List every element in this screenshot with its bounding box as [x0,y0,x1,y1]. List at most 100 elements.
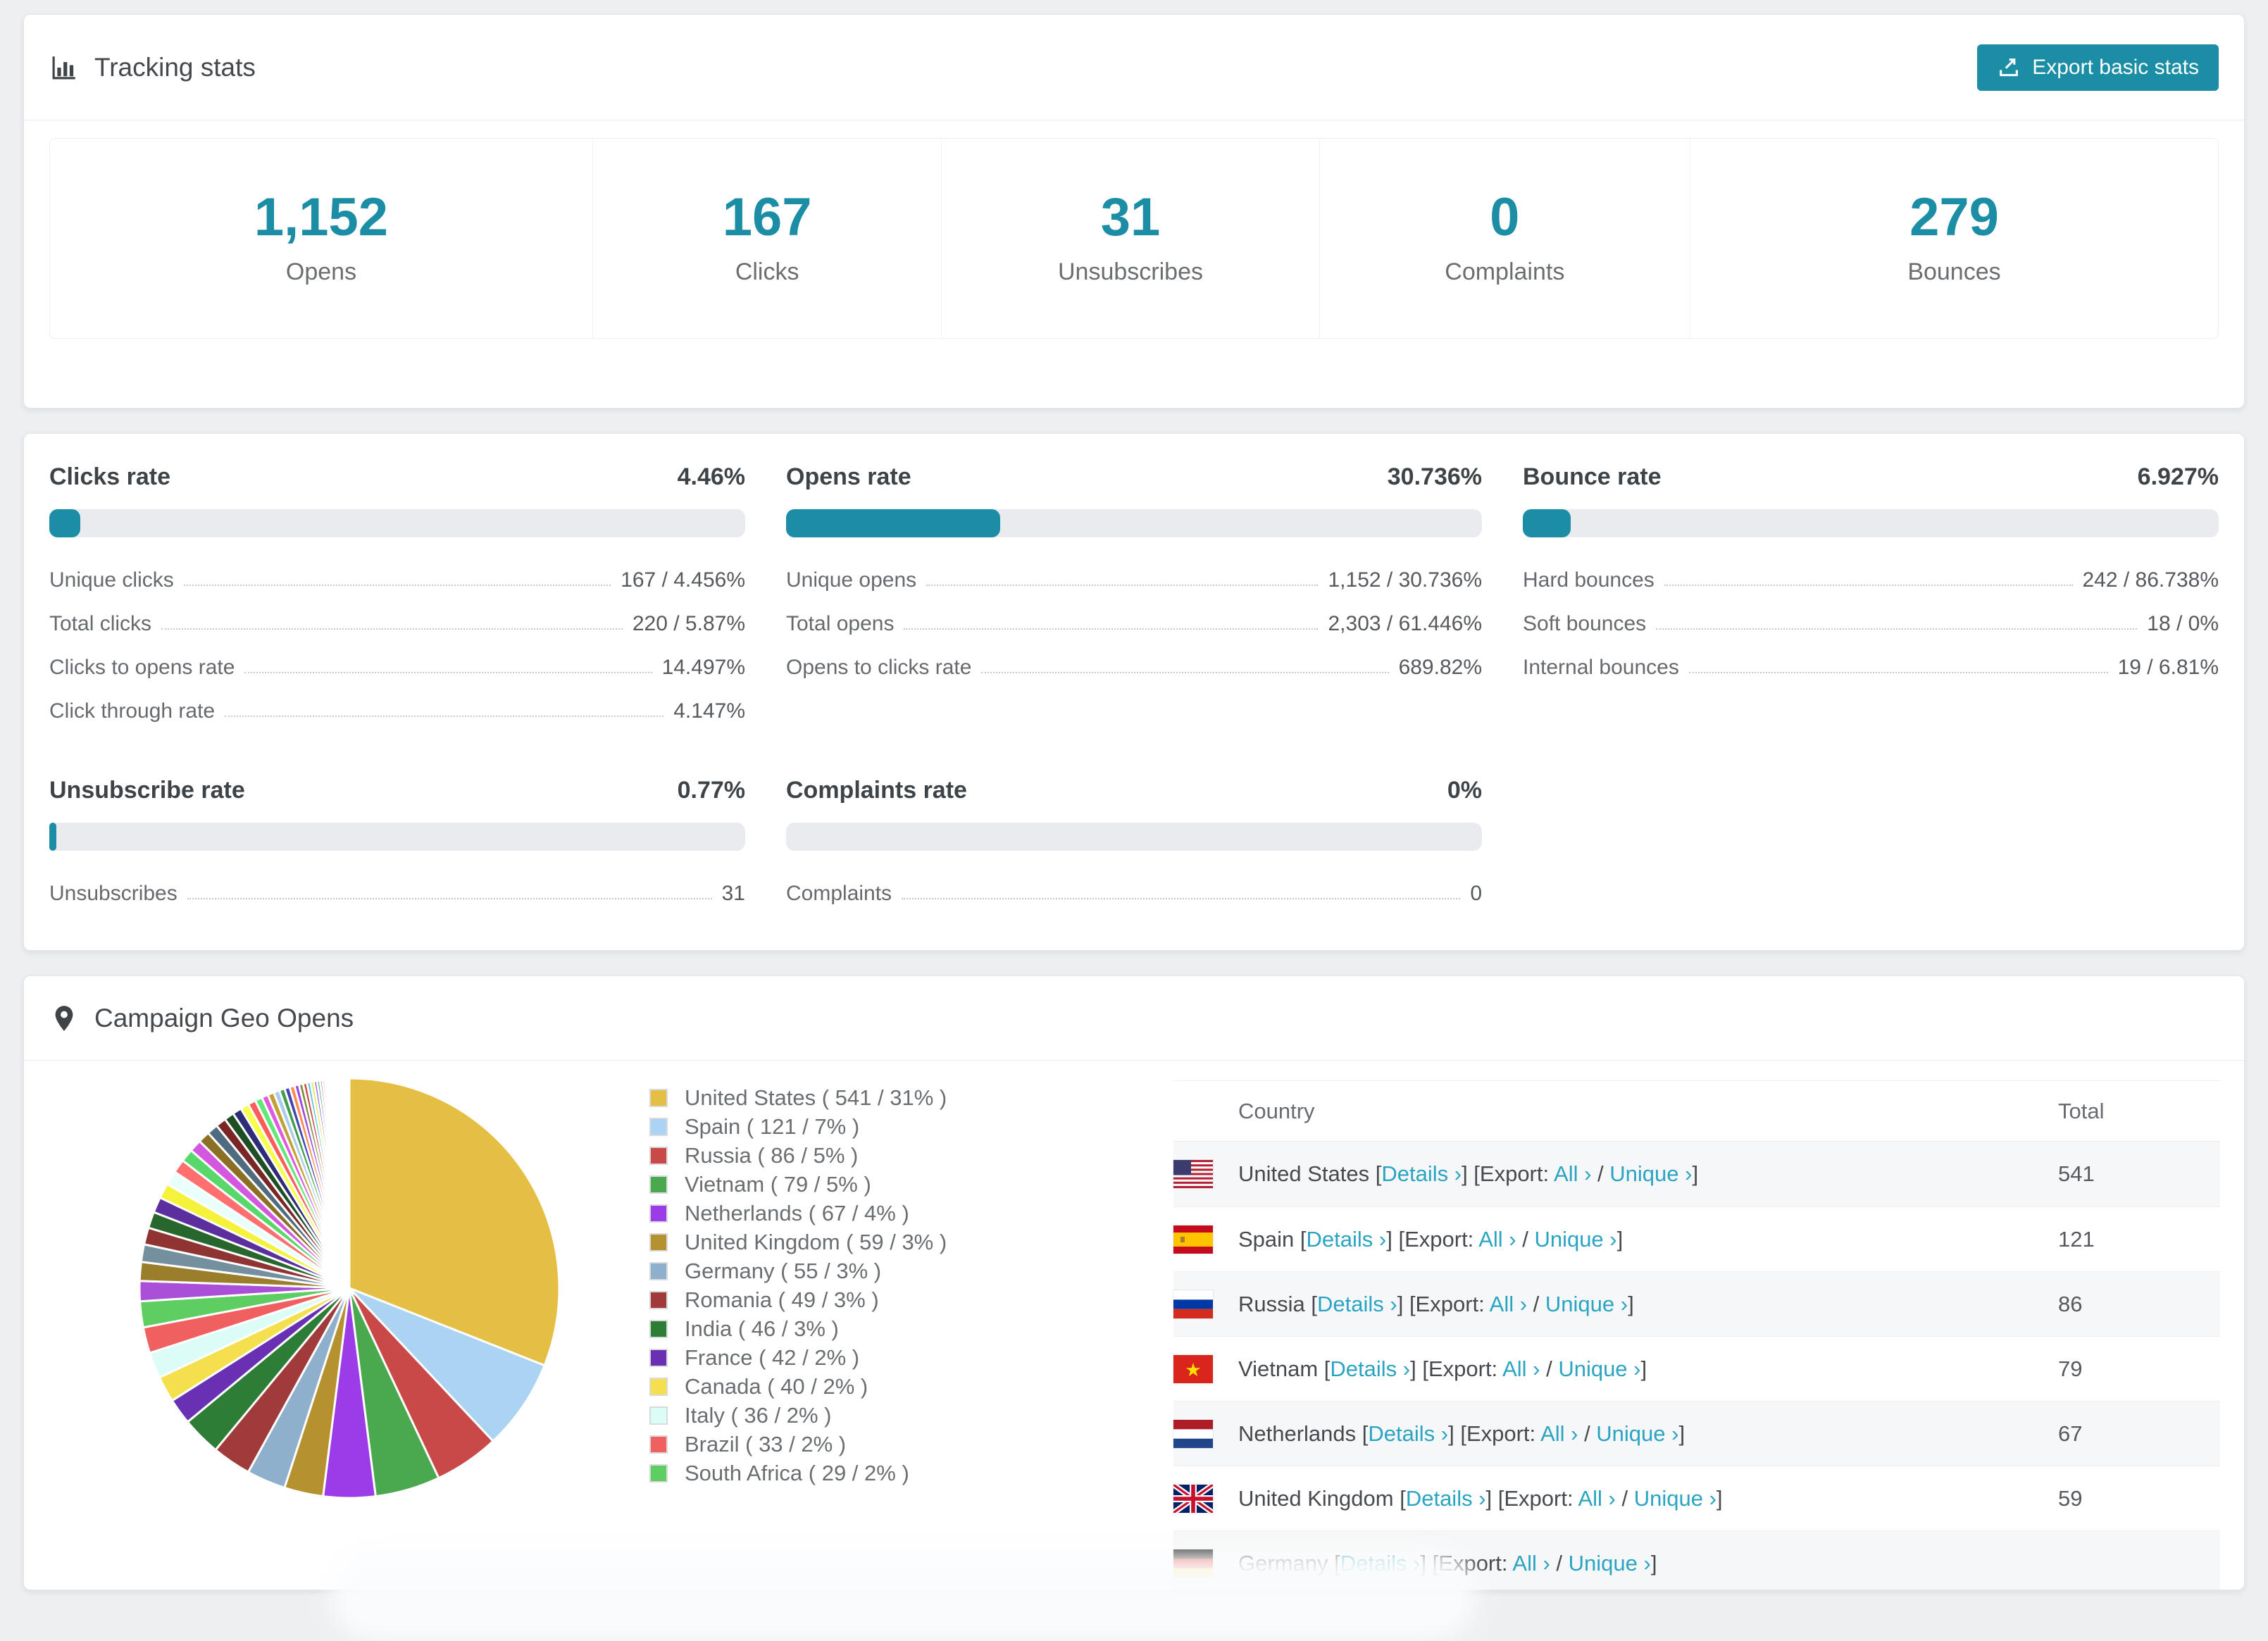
legend-item: Netherlands ( 67 / 4% ) [649,1199,947,1228]
progress-bar-fill [49,823,56,851]
rate-detail-value: 242 / 86.738% [2082,568,2219,592]
stat-label: Clicks [735,258,799,285]
dotted-leader [161,628,623,630]
rate-detail-label: Unique clicks [49,568,174,592]
export-all-link[interactable]: All › [1502,1356,1540,1381]
rates-card: Clicks rate 4.46% Unique clicks 167 / 4.… [23,433,2245,951]
stat-value: 167 [722,187,812,247]
rate-detail-label: Complaints [786,882,892,905]
rate-detail-value: 689.82% [1398,656,1482,679]
legend-swatch [649,1377,668,1396]
rate-detail-row: Unique clicks 167 / 4.456% [49,559,745,602]
dotted-leader [1664,585,2073,586]
dotted-leader [183,585,611,586]
export-basic-stats-button[interactable]: Export basic stats [1977,44,2219,91]
rate-detail-value: 19 / 6.81% [2117,656,2219,679]
rate-detail-label: Total clicks [49,612,152,635]
total-value: 59 [2058,1485,2083,1511]
flag-icon-ru [1173,1290,1213,1318]
dotted-leader [902,898,1461,899]
export-all-link[interactable]: All › [1554,1161,1592,1186]
dotted-leader [981,672,1389,673]
geo-opens-table: Country Total United States [Details ›] … [1173,1080,2220,1590]
legend-swatch [649,1290,668,1309]
legend-swatch [649,1319,668,1338]
export-unique-link[interactable]: Unique › [1633,1485,1716,1511]
legend-swatch [649,1464,668,1483]
pie-slice-spain [348,1287,546,1442]
export-all-link[interactable]: All › [1489,1291,1528,1316]
country-name: United Kingdom [1238,1485,1394,1511]
rate-detail-row: Soft bounces 18 / 0% [1523,602,2219,646]
flag-icon-nl [1173,1419,1213,1448]
export-unique-link[interactable]: Unique › [1609,1161,1693,1186]
geo-table-body: United States [Details ›] [Export: All ›… [1173,1142,2220,1590]
rate-detail-value: 167 / 4.456% [621,568,745,592]
export-all-link[interactable]: All › [1578,1485,1616,1511]
flag-icon-vn [1173,1354,1213,1383]
rate-block: Opens rate 30.736% Unique opens 1,152 / … [786,463,1482,733]
details-link[interactable]: Details › [1317,1291,1397,1316]
stat-clicks: 167 Clicks [592,139,941,338]
rate-detail-row: Total opens 2,303 / 61.446% [786,602,1482,646]
rate-detail-row: Opens to clicks rate 689.82% [786,646,1482,690]
legend-item: Italy ( 36 / 2% ) [649,1401,947,1430]
legend-label: Vietnam ( 79 / 5% ) [685,1171,871,1197]
legend-swatch [649,1088,668,1107]
legend-swatch [649,1233,668,1252]
export-unique-link[interactable]: Unique › [1534,1226,1617,1252]
export-unique-link[interactable]: Unique › [1558,1356,1641,1381]
geo-opens-pie-chart [138,1077,561,1499]
rate-detail-value: 14.497% [661,656,745,679]
dotted-leader [244,672,652,673]
legend-label: Russia ( 86 / 5% ) [685,1142,859,1168]
legend-swatch [649,1117,668,1136]
stat-label: Bounces [1907,258,2001,285]
rate-detail-row: Hard bounces 242 / 86.738% [1523,559,2219,602]
stat-value: 1,152 [254,187,389,247]
progress-bar [49,509,745,537]
rate-detail-row: Total clicks 220 / 5.87% [49,602,745,646]
geo-opens-header: Campaign Geo Opens [24,976,2244,1061]
progress-bar-fill [1523,509,1571,537]
details-link[interactable]: Details › [1368,1421,1449,1446]
export-unique-link[interactable]: Unique › [1568,1550,1651,1576]
rate-detail-value: 220 / 5.87% [632,612,745,635]
export-all-link[interactable]: All › [1512,1550,1550,1576]
stat-label: Opens [285,258,357,285]
pie-legend: United States ( 541 / 31% ) Spain ( 121 … [649,1083,947,1487]
details-link[interactable]: Details › [1381,1161,1462,1186]
progress-bar [1523,509,2219,537]
total-value: 67 [2058,1421,2083,1446]
total-value: 541 [2058,1161,2095,1186]
export-unique-link[interactable]: Unique › [1596,1421,1679,1446]
rate-value: 6.927% [2137,463,2219,490]
bottom-shadow-artifact [330,1549,1478,1641]
stat-value: 31 [1100,187,1161,247]
details-link[interactable]: Details › [1306,1226,1387,1252]
total-value: 86 [2058,1291,2083,1316]
country-name: United States [1238,1161,1370,1186]
legend-item: Spain ( 121 / 7% ) [649,1112,947,1141]
tracking-stats-card: Tracking stats Export basic stats 1,152 … [23,14,2245,408]
progress-bar-fill [49,509,81,537]
export-unique-link[interactable]: Unique › [1545,1291,1628,1316]
rate-block: Complaints rate 0% Complaints 0 [786,777,1482,916]
details-link[interactable]: Details › [1405,1485,1486,1511]
rate-block: Clicks rate 4.46% Unique clicks 167 / 4.… [49,463,745,733]
rate-detail-row: Click through rate 4.147% [49,690,745,733]
export-all-link[interactable]: All › [1478,1226,1516,1252]
legend-label: Spain ( 121 / 7% ) [685,1113,860,1139]
rate-detail-value: 4.147% [673,699,745,723]
export-all-link[interactable]: All › [1540,1421,1578,1446]
progress-bar [786,823,1482,851]
stat-bounces: 279 Bounces [1689,139,2218,338]
rate-detail-row: Clicks to opens rate 14.497% [49,646,745,690]
legend-label: United States ( 541 / 31% ) [685,1085,947,1110]
legend-swatch [649,1146,668,1165]
legend-item: Vietnam ( 79 / 5% ) [649,1170,947,1199]
rate-detail-label: Unique opens [786,568,917,592]
legend-item: India ( 46 / 3% ) [649,1314,947,1343]
details-link[interactable]: Details › [1330,1356,1411,1381]
stat-label: Unsubscribes [1058,258,1203,285]
